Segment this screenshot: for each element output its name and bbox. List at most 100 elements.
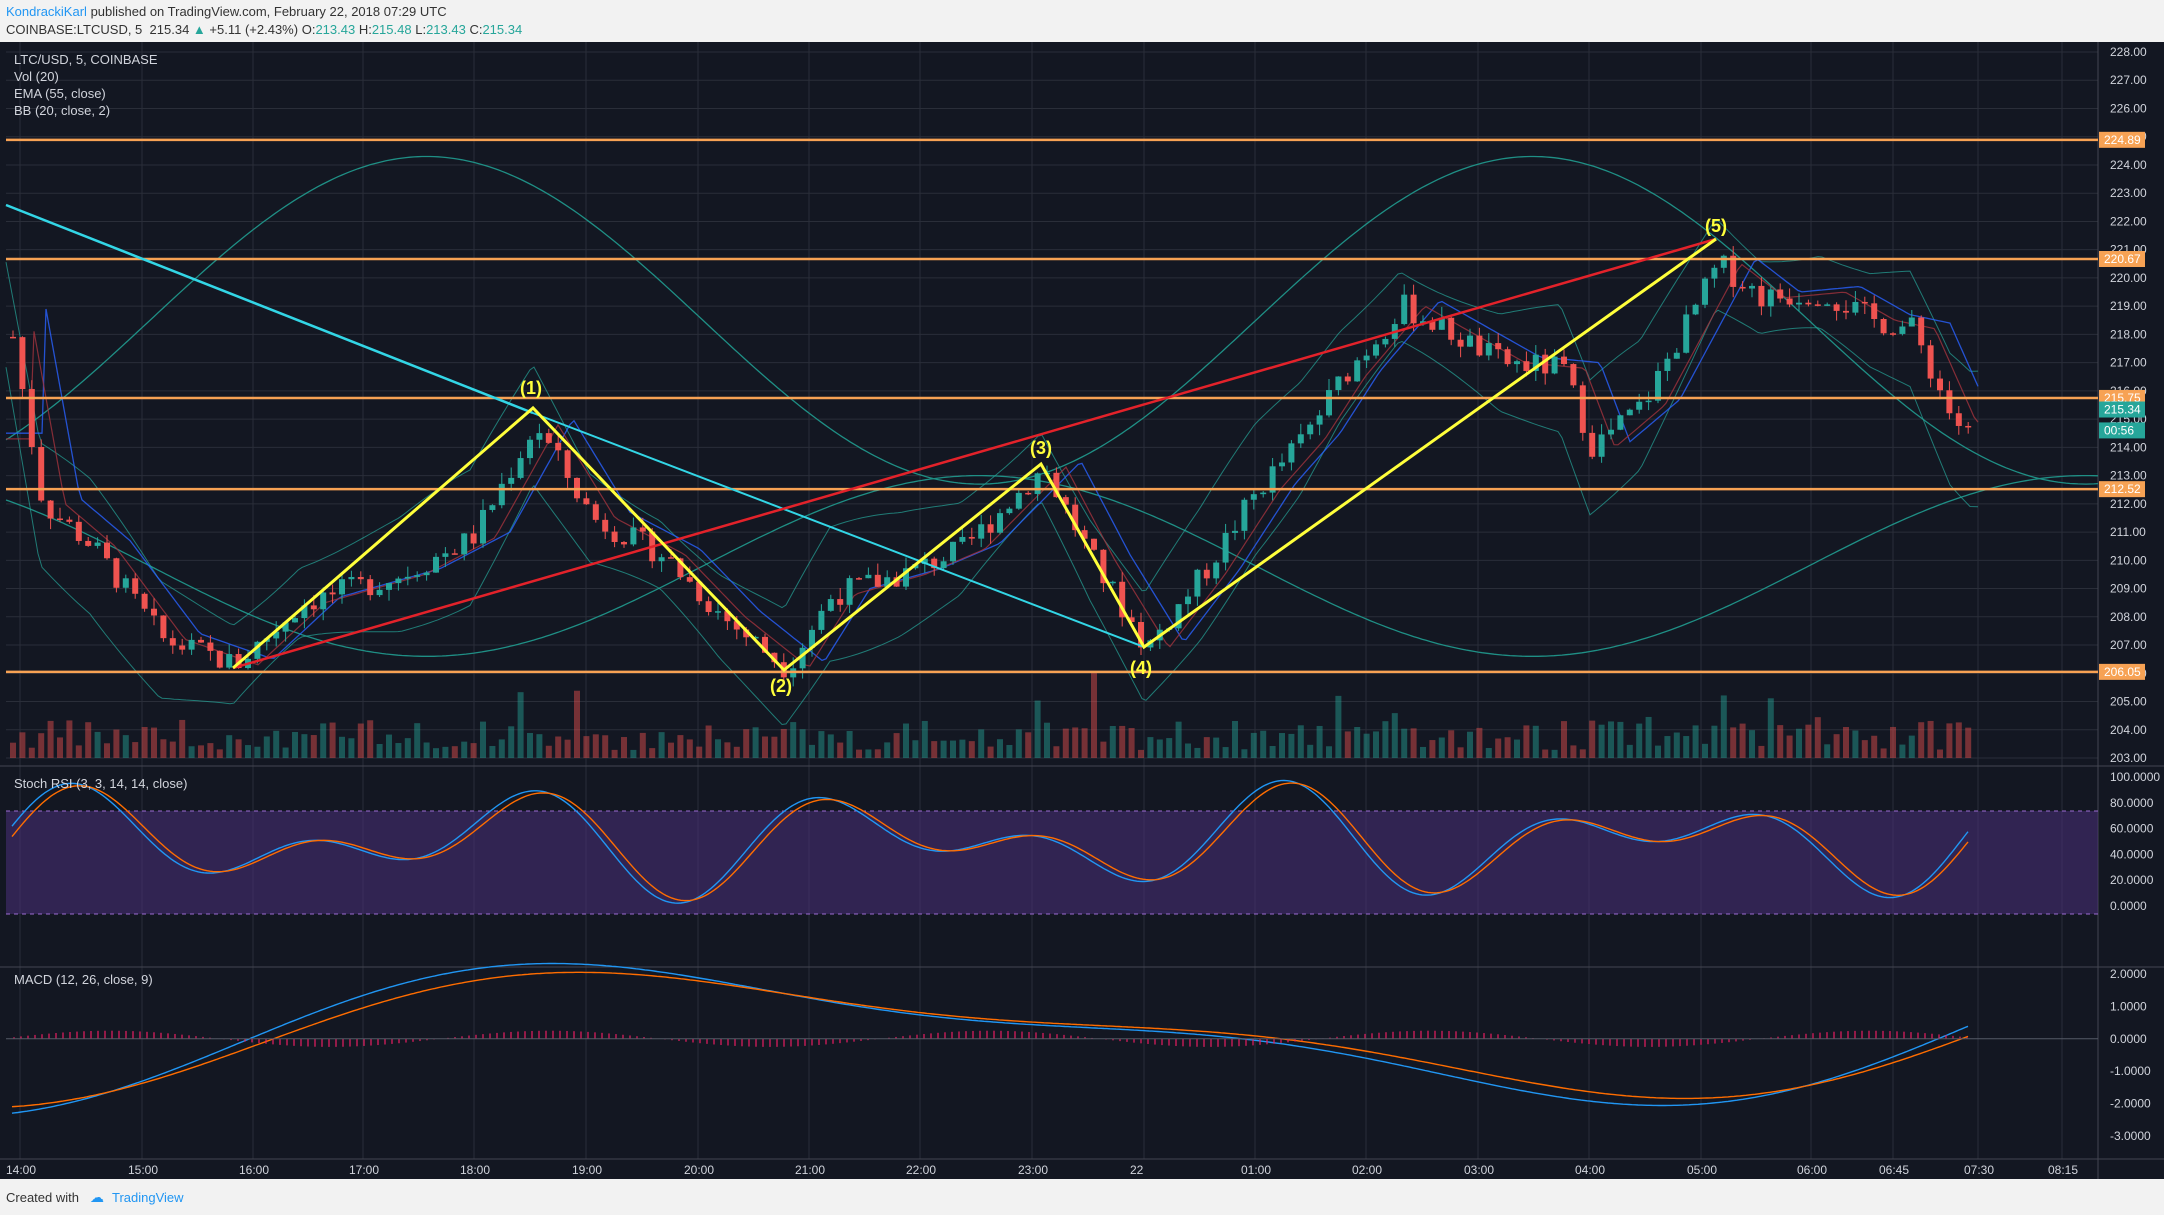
volume-bar — [574, 690, 580, 758]
macd-tick-label: 2.0000 — [2110, 967, 2147, 981]
price-tick-label: 207.00 — [2110, 638, 2147, 652]
candle-body — [1645, 400, 1652, 403]
legend-stoch: Stoch RSI (3, 3, 14, 14, close) — [14, 776, 187, 791]
volume-bar — [1006, 744, 1013, 758]
volume-bar — [715, 739, 721, 758]
volume-bar — [273, 730, 280, 758]
candle-body — [1467, 335, 1473, 347]
volume-bar — [1185, 743, 1191, 758]
volume-bar — [1702, 743, 1708, 758]
candle-body — [1843, 310, 1849, 313]
candle-body — [1438, 317, 1445, 330]
volume-bar — [1241, 749, 1248, 758]
candle-body — [903, 568, 909, 587]
cyan-trendline-a[interactable] — [5, 203, 534, 415]
candle-body — [451, 553, 458, 555]
candle-body — [1683, 314, 1690, 353]
price-tick-label: 227.00 — [2110, 73, 2147, 87]
candle-body — [1852, 301, 1859, 313]
candle-body — [19, 337, 26, 390]
candle-body — [160, 615, 167, 639]
candle-body — [1655, 370, 1661, 401]
candle-body — [1777, 289, 1784, 299]
volume-bar — [893, 733, 900, 758]
volume-bar — [433, 748, 439, 758]
elliott-wave[interactable] — [232, 237, 1717, 673]
chart-area[interactable]: (1) (2) (3) (4) (5) LTC/USD, 5, COINBASE Vol… — [0, 42, 2164, 1179]
price-tick-label: 211.00 — [2110, 525, 2146, 539]
volume-bar — [940, 740, 947, 758]
candle-body — [66, 519, 73, 522]
volume-bar — [903, 723, 909, 758]
stoch-axis[interactable]: 100.0000 80.0000 60.0000 40.0000 20.0000 0.00… — [2110, 770, 2160, 913]
price-tag-label: 215.34 — [2104, 403, 2141, 417]
cyan-trendline-b[interactable] — [532, 412, 1145, 648]
chart-svg[interactable]: (1) (2) (3) (4) (5) LTC/USD, 5, COINBASE Vol… — [0, 42, 2164, 1179]
candle-body — [1673, 352, 1680, 359]
candle-body — [865, 574, 872, 579]
candle-body — [1758, 285, 1765, 307]
volume-bar — [1711, 725, 1718, 758]
volume-bar — [310, 735, 317, 758]
candle-body — [85, 540, 92, 546]
time-tick-label: 02:00 — [1352, 1163, 1382, 1177]
volume-bar — [846, 730, 853, 758]
volume-bar — [1401, 728, 1408, 758]
candle-body — [151, 608, 157, 616]
wave-label: (4) — [1130, 658, 1152, 678]
volume-bar — [1523, 725, 1530, 758]
price-tick-label: 219.00 — [2110, 299, 2147, 313]
horizontal-levels[interactable] — [6, 138, 2098, 674]
volume-bar — [1194, 747, 1201, 758]
volume-bar — [1081, 728, 1088, 758]
price-tick-label: 220.00 — [2110, 271, 2147, 285]
volume-bar — [1326, 746, 1332, 758]
time-tick-label: 06:45 — [1879, 1163, 1909, 1177]
candle-body — [1015, 492, 1022, 509]
volume-bar — [1363, 733, 1370, 758]
candle-body — [1119, 581, 1126, 618]
tradingview-link[interactable]: TradingView — [112, 1190, 184, 1205]
volume-bar — [884, 742, 891, 758]
price-tick-label: 205.00 — [2110, 695, 2147, 709]
candle-body — [1899, 326, 1906, 334]
volume-bar — [348, 738, 355, 758]
macd-axis[interactable]: 2.0000 1.0000 0.0000 -1.0000 -2.0000 -3.0000 — [2110, 967, 2151, 1143]
volume-bar — [1410, 728, 1417, 758]
wave-label: (5) — [1705, 216, 1727, 236]
volume-bar — [1561, 721, 1567, 758]
volume-bar — [1175, 721, 1182, 758]
red-trendline[interactable] — [232, 237, 1717, 670]
volume-bar — [1156, 739, 1163, 758]
candle-body — [1128, 617, 1135, 622]
volume-bar — [470, 743, 477, 758]
volume-bar — [1636, 723, 1643, 758]
macd-tick-label: -1.0000 — [2110, 1064, 2151, 1078]
candle-body — [433, 556, 439, 573]
volume-bar — [1786, 735, 1793, 758]
publish-header: KondrackiKarl published on TradingView.c… — [0, 0, 2164, 42]
candle-body — [489, 505, 496, 510]
volume-bar — [1138, 749, 1144, 758]
time-axis[interactable]: 14:00 15:00 16:00 17:00 18:00 19:00 20:00 21:00… — [6, 1163, 2078, 1177]
volume-bar — [1551, 749, 1558, 758]
volume-bar — [1861, 740, 1868, 758]
candle-body — [1608, 429, 1614, 435]
price-tick-label: 224.00 — [2110, 158, 2147, 172]
candle-body — [527, 439, 533, 459]
author-link[interactable]: KondrackiKarl — [6, 4, 87, 19]
candle-body — [1363, 355, 1370, 361]
candle-body — [1598, 434, 1605, 457]
volume-bar — [1655, 745, 1661, 758]
bb-basis — [6, 263, 1979, 667]
open-value: 213.43 — [315, 22, 356, 37]
candle-body — [1814, 304, 1821, 306]
volume-bar — [630, 749, 637, 758]
volume-bar — [621, 737, 627, 758]
macd-signal-line — [11, 971, 1969, 1108]
volume-bar — [1504, 737, 1511, 758]
candle-body — [771, 652, 778, 663]
volume-bar — [113, 729, 120, 758]
candle-body — [621, 541, 627, 545]
candle-body — [724, 611, 731, 622]
